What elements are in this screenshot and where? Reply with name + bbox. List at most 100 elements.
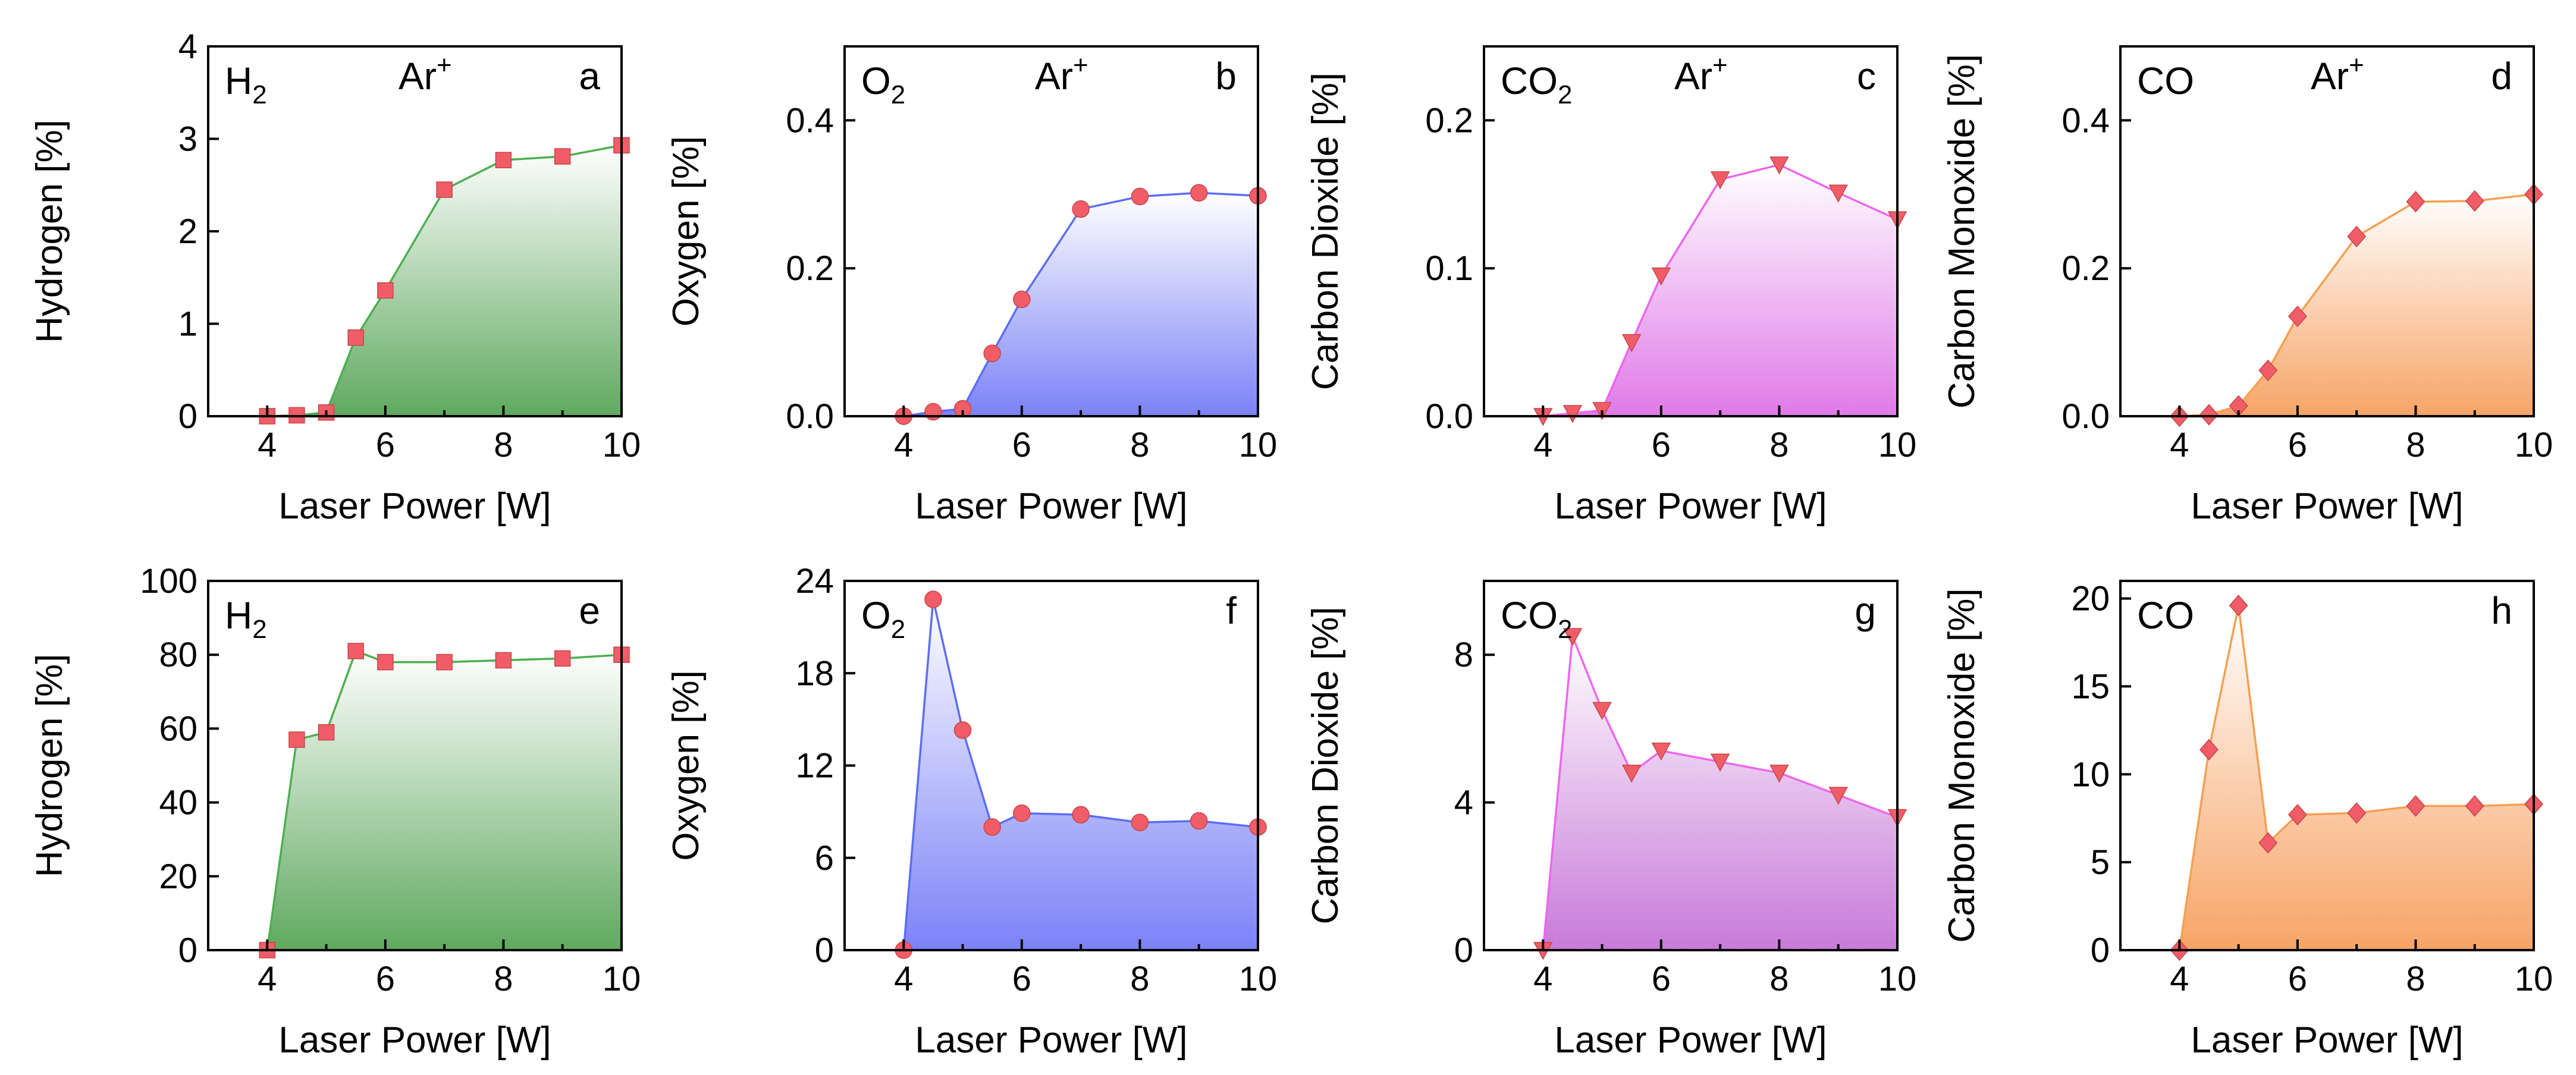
data-point-6	[2406, 191, 2426, 213]
data-point-7	[554, 148, 571, 165]
y-axis-label: Carbon Monoxide [%]	[1941, 54, 1982, 408]
y-tick-label: 0.0	[1425, 397, 1473, 436]
condition-label: Ar+	[1035, 51, 1088, 98]
data-point-3	[983, 818, 1001, 836]
x-tick-label: 4	[2170, 426, 2189, 464]
data-point-3	[2258, 832, 2278, 854]
y-tick-label: 2	[178, 212, 197, 251]
y-tick-label: 10	[2071, 755, 2110, 794]
plot-frame	[2119, 45, 2535, 417]
data-point-7	[2465, 190, 2484, 212]
y-axis-label: Oxygen [%]	[666, 136, 707, 326]
y-axis-label: Oxygen [%]	[666, 670, 707, 860]
data-point-4	[1651, 742, 1671, 761]
data-point-5	[436, 181, 453, 198]
y-tick-label: 0	[1454, 931, 1473, 970]
data-point-7	[1190, 812, 1208, 830]
condition-label: Ar+	[1674, 51, 1728, 98]
x-tick-label: 10	[2515, 960, 2553, 998]
panel-f: 4 6 8 10 0 6 12 18 24 Laser Power [W] Oxygen [%] O2…	[666, 562, 1277, 1061]
x-tick-label: 10	[1239, 426, 1278, 464]
data-point-7	[2465, 795, 2484, 817]
y-tick-label: 60	[159, 709, 197, 748]
x-tick-label: 8	[1769, 960, 1789, 998]
data-point-5	[1072, 200, 1090, 218]
data-point-2	[318, 724, 335, 741]
area-fill	[267, 145, 622, 416]
y-tick-label: 24	[795, 562, 834, 601]
y-tick-label: 0.4	[786, 101, 834, 140]
y-tick-label: 4	[178, 27, 197, 66]
x-tick-label: 6	[2288, 960, 2307, 998]
y-tick-label: 6	[815, 839, 834, 878]
data-point-1	[2199, 404, 2219, 426]
gas-label: CO	[2137, 594, 2194, 637]
x-tick-label: 10	[1878, 426, 1917, 464]
y-tick-label: 0	[2091, 931, 2110, 970]
x-tick-label: 4	[1533, 426, 1552, 464]
data-point-2	[2229, 595, 2248, 617]
y-axis-label: Carbon Dioxide [%]	[1305, 73, 1346, 390]
x-tick-label: 4	[894, 426, 913, 464]
y-tick-label: 3	[178, 120, 197, 159]
y-tick-label: 100	[140, 562, 197, 601]
data-point-2	[1592, 702, 1612, 720]
panel-h: 4 6 8 10 0 5 10 15 20 Laser Power [W] Carbon Monox…	[1941, 580, 2553, 1061]
x-tick-label: 8	[1769, 426, 1789, 464]
panel-letter: h	[2491, 589, 2512, 632]
panel-letter: f	[1226, 589, 1237, 632]
data-point-4	[1013, 804, 1031, 822]
data-point-3	[1621, 765, 1642, 783]
y-tick-label: 20	[159, 857, 197, 896]
data-point-3	[2258, 359, 2278, 382]
panel-letter: d	[2491, 55, 2512, 98]
panel-letter: b	[1215, 55, 1237, 98]
y-axis-label: Carbon Monoxide [%]	[1941, 588, 1982, 942]
y-tick-label: 18	[795, 654, 834, 693]
y-axis-label: Carbon Dioxide [%]	[1305, 606, 1346, 924]
area-fill	[1543, 165, 1897, 416]
data-point-3	[347, 643, 364, 659]
x-tick-label: 6	[376, 960, 395, 998]
y-tick-label: 15	[2071, 667, 2110, 706]
x-tick-label: 10	[1239, 960, 1278, 998]
data-point-6	[1131, 813, 1149, 831]
x-tick-label: 8	[1130, 960, 1149, 998]
data-point-6	[495, 152, 512, 169]
plot-frame	[2119, 580, 2535, 951]
y-tick-label: 0.2	[786, 249, 834, 288]
y-tick-label: 0	[815, 931, 834, 970]
x-axis-label: Laser Power [W]	[2191, 486, 2463, 527]
y-tick-label: 80	[159, 636, 197, 674]
data-point-7	[1828, 787, 1848, 805]
y-tick-label: 20	[2071, 580, 2110, 618]
data-point-4	[2288, 305, 2307, 328]
gas-label: CO	[2137, 59, 2194, 102]
gas-label: CO2	[1501, 59, 1572, 109]
x-axis-label: Laser Power [W]	[1554, 1020, 1827, 1061]
gas-label: H2	[225, 59, 267, 109]
x-axis-label: Laser Power [W]	[915, 1020, 1187, 1061]
data-point-4	[1013, 290, 1031, 309]
x-axis-label: Laser Power [W]	[278, 486, 551, 527]
gas-label: H2	[225, 594, 267, 644]
x-tick-label: 8	[2406, 960, 2425, 998]
x-axis-label: Laser Power [W]	[1554, 486, 1827, 527]
x-tick-label: 4	[2170, 960, 2189, 998]
x-tick-label: 8	[2406, 426, 2425, 464]
data-point-5	[2347, 802, 2367, 824]
data-point-7	[1190, 184, 1208, 202]
x-tick-label: 6	[376, 426, 395, 464]
data-point-7	[554, 650, 571, 667]
panel-letter: g	[1855, 589, 1876, 632]
data-point-4	[377, 282, 394, 299]
data-point-6	[1769, 765, 1789, 783]
x-tick-label: 4	[894, 960, 913, 998]
data-point-3	[347, 329, 364, 346]
y-tick-label: 0	[178, 397, 197, 436]
gas-label: CO2	[1501, 594, 1572, 644]
plot-frame	[207, 580, 623, 951]
x-tick-label: 6	[1012, 960, 1031, 998]
data-point-5	[1710, 171, 1730, 190]
y-tick-label: 8	[1454, 636, 1473, 674]
